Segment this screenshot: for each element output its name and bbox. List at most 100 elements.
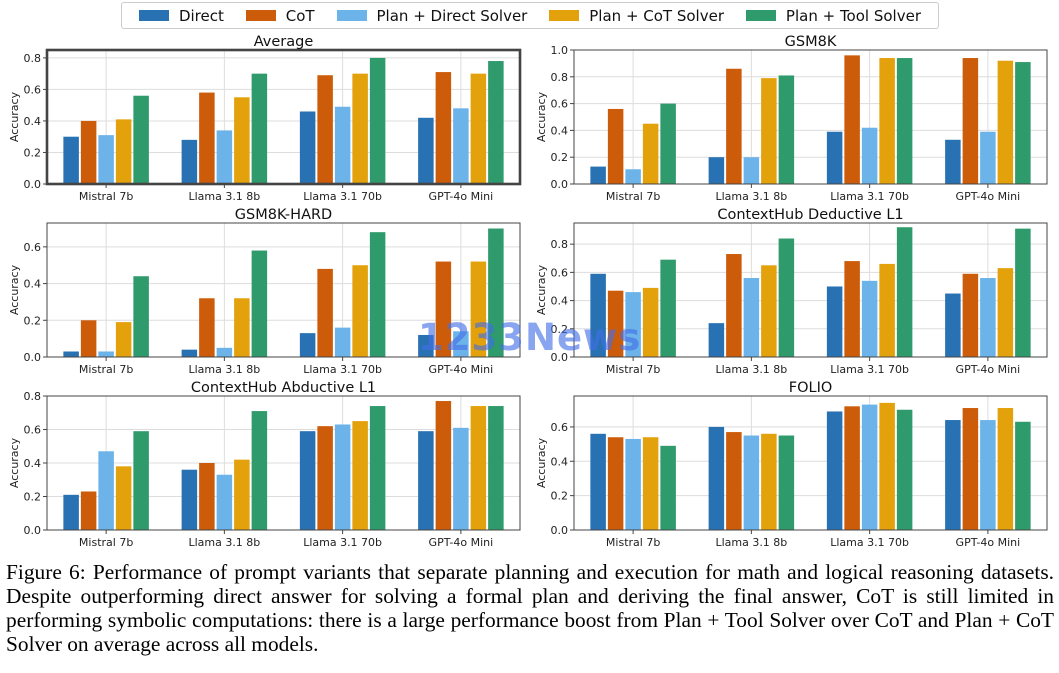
bar: [1015, 421, 1031, 530]
bar: [181, 139, 198, 184]
bar: [317, 426, 333, 530]
bar: [708, 426, 725, 530]
bar: [98, 351, 114, 357]
bar: [470, 261, 487, 357]
chart-legend: Direct CoT Plan + Direct Solver Plan + CoT …: [121, 2, 939, 29]
chart-panel-contexthub-abductive: 0.0 0.2 0.4 0.6 0.8 Mistral 7b Llama 3.1 8b Lla…: [0, 376, 528, 552]
bar: [980, 420, 996, 530]
x-tick-label: Llama 3.1 70b: [830, 363, 909, 376]
legend-label: CoT: [285, 6, 315, 25]
chart-panel-folio: 0.0 0.2 0.4 0.6 Mistral 7b Llama 3.1 8b Llama …: [527, 376, 1055, 552]
bar: [334, 424, 351, 530]
bar: [234, 459, 250, 530]
legend-swatch: [245, 10, 276, 21]
legend-label: Plan + Direct Solver: [376, 6, 528, 25]
bar: [435, 72, 452, 184]
bar: [642, 123, 659, 184]
y-tick-label: 0.0: [551, 178, 569, 191]
bar: [80, 120, 97, 184]
bar: [199, 298, 215, 357]
bar: [945, 293, 961, 357]
legend-item: Direct: [138, 7, 224, 25]
legend-swatch: [336, 10, 367, 21]
bar: [778, 435, 795, 530]
bar: [299, 333, 316, 357]
bar: [369, 232, 386, 357]
y-tick-label: 0.0: [24, 351, 42, 364]
y-tick-label: 0.2: [24, 146, 42, 159]
bar: [1015, 62, 1031, 185]
bar: [761, 433, 777, 530]
bar: [896, 227, 913, 357]
x-tick-label: Mistral 7b: [79, 190, 133, 203]
chart-title: ContextHub Deductive L1: [717, 207, 903, 223]
bar: [997, 60, 1014, 184]
y-tick-label: 0.2: [551, 151, 569, 164]
bar: [962, 273, 979, 357]
axes-frame: [45, 48, 522, 186]
bar: [352, 265, 368, 357]
bar: [199, 463, 215, 530]
bar: [826, 131, 843, 184]
y-axis-label: Accuracy: [535, 437, 548, 488]
bar: [63, 351, 79, 357]
x-tick-label: GPT-4o Mini: [429, 190, 494, 203]
bar: [181, 469, 198, 530]
x-tick-label: GPT-4o Mini: [956, 363, 1021, 376]
chart-svg: 0.0 0.2 0.4 0.6 0.8 Mistral 7b Llama 3.1 8b Lla…: [535, 207, 1048, 376]
x-tick-label: Mistral 7b: [606, 363, 660, 376]
y-tick-label: 0.4: [551, 295, 569, 308]
bar: [625, 292, 641, 357]
bar: [708, 323, 725, 357]
y-tick-label: 0.2: [551, 323, 569, 336]
bar: [216, 130, 233, 184]
bar: [861, 404, 878, 530]
bar: [896, 409, 913, 530]
bar: [726, 68, 742, 184]
bar: [115, 466, 132, 530]
axes-frame: [573, 395, 1048, 531]
bar: [997, 268, 1014, 357]
bar: [418, 334, 434, 357]
bar: [80, 491, 97, 530]
bar: [778, 75, 795, 184]
bar: [607, 108, 624, 184]
bar: [63, 136, 79, 184]
chart-title: ContextHub Abductive L1: [191, 380, 376, 396]
legend-swatch: [745, 10, 776, 21]
y-tick-label: 0.4: [551, 124, 569, 137]
bar: [826, 411, 843, 530]
bar: [945, 139, 961, 184]
chart-panel-gsm8k: 0.0 0.2 0.4 0.6 0.8 1.0 Mistral 7b Llama 3.1 8b…: [527, 30, 1055, 206]
x-tick-label: Llama 3.1 70b: [303, 363, 382, 376]
y-tick-label: 0.0: [551, 351, 569, 364]
bar: [199, 92, 215, 184]
bar: [660, 259, 676, 357]
bar: [115, 322, 132, 357]
y-tick-label: 1.0: [551, 44, 569, 57]
y-tick-label: 0.6: [24, 241, 42, 254]
y-tick-label: 0.6: [24, 83, 42, 96]
bar: [726, 432, 742, 530]
chart-panel-average: 0.0 0.2 0.4 0.6 0.8 Mistral 7b Llama 3.1 8b Lla…: [0, 30, 528, 206]
chart-svg: 0.0 0.2 0.4 0.6 0.8 Mistral 7b Llama 3.1 8b Lla…: [8, 380, 521, 549]
bar: [743, 278, 760, 357]
x-tick-label: Llama 3.1 8b: [188, 536, 260, 549]
chart-svg: 0.0 0.2 0.4 0.6 Mistral 7b Llama 3.1 8b Llama …: [8, 207, 521, 376]
bar: [980, 278, 996, 357]
x-tick-label: GPT-4o Mini: [429, 536, 494, 549]
bar: [488, 406, 504, 530]
bar: [625, 438, 641, 530]
bar: [115, 119, 132, 184]
x-tick-label: Mistral 7b: [79, 363, 133, 376]
bar: [997, 408, 1014, 530]
x-tick-label: Llama 3.1 70b: [303, 190, 382, 203]
y-axis-label: Accuracy: [535, 91, 548, 142]
y-tick-label: 0.6: [551, 98, 569, 111]
bar: [861, 127, 878, 184]
bar: [251, 73, 268, 184]
bar: [844, 406, 860, 530]
bar: [317, 75, 333, 184]
axes-frame: [46, 222, 521, 358]
bar: [642, 437, 659, 530]
